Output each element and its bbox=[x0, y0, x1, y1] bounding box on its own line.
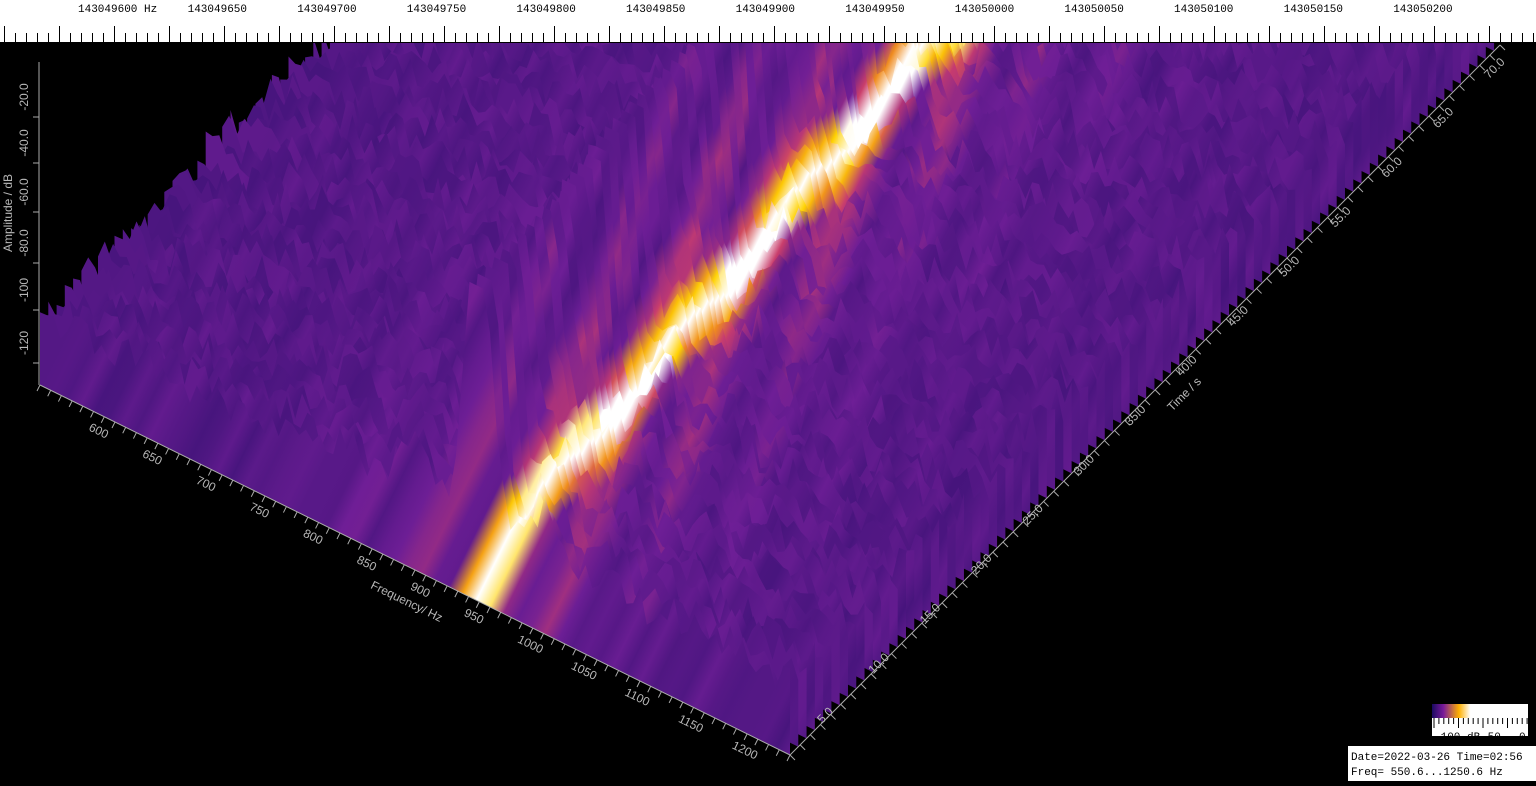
page: 143049600 Hz1430496501430497001430497501… bbox=[0, 0, 1536, 781]
waterfall-view: 143049600 Hz1430496501430497001430497501… bbox=[0, 0, 1536, 781]
